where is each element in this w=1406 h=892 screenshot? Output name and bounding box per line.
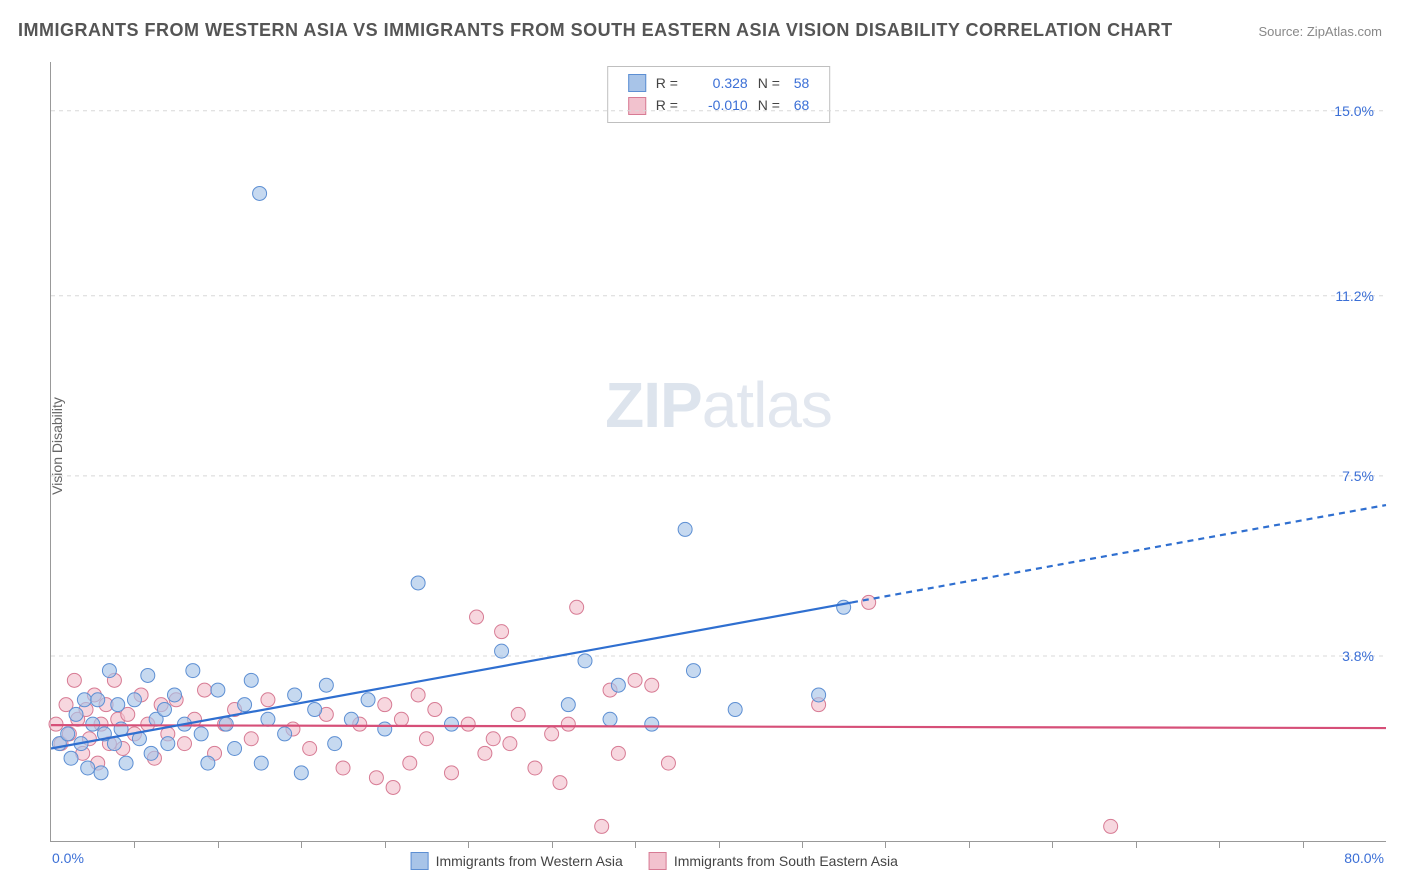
x-tick — [885, 841, 886, 848]
x-tick — [385, 841, 386, 848]
source-attribution: Source: ZipAtlas.com — [1258, 24, 1382, 39]
x-tick — [1052, 841, 1053, 848]
x-tick — [1303, 841, 1304, 848]
legend-label-b: Immigrants from South Eastern Asia — [674, 853, 898, 869]
x-tick — [719, 841, 720, 848]
x-tick — [468, 841, 469, 848]
x-tick — [635, 841, 636, 848]
legend-swatch-b — [649, 852, 667, 870]
legend-item-b: Immigrants from South Eastern Asia — [649, 852, 898, 870]
y-tick-label: 11.2% — [1335, 288, 1374, 304]
x-tick — [1136, 841, 1137, 848]
plot-area: ZIPatlas R = 0.328 N = 58 R = -0.010 N =… — [50, 62, 1386, 842]
x-tick — [218, 841, 219, 848]
legend-label-a: Immigrants from Western Asia — [436, 853, 623, 869]
y-tick-label: 3.8% — [1342, 648, 1374, 664]
y-tick-label: 7.5% — [1342, 468, 1374, 484]
chart-title: IMMIGRANTS FROM WESTERN ASIA VS IMMIGRAN… — [18, 20, 1173, 41]
legend: Immigrants from Western Asia Immigrants … — [411, 852, 898, 870]
x-axis-origin-label: 0.0% — [52, 850, 84, 866]
legend-swatch-a — [411, 852, 429, 870]
x-tick — [134, 841, 135, 848]
legend-item-a: Immigrants from Western Asia — [411, 852, 623, 870]
x-axis-max-label: 80.0% — [1344, 850, 1384, 866]
x-tick — [552, 841, 553, 848]
x-tick — [969, 841, 970, 848]
x-tick — [1219, 841, 1220, 848]
chart-svg — [51, 62, 1386, 841]
y-tick-label: 15.0% — [1334, 103, 1374, 119]
x-tick — [802, 841, 803, 848]
x-tick — [301, 841, 302, 848]
